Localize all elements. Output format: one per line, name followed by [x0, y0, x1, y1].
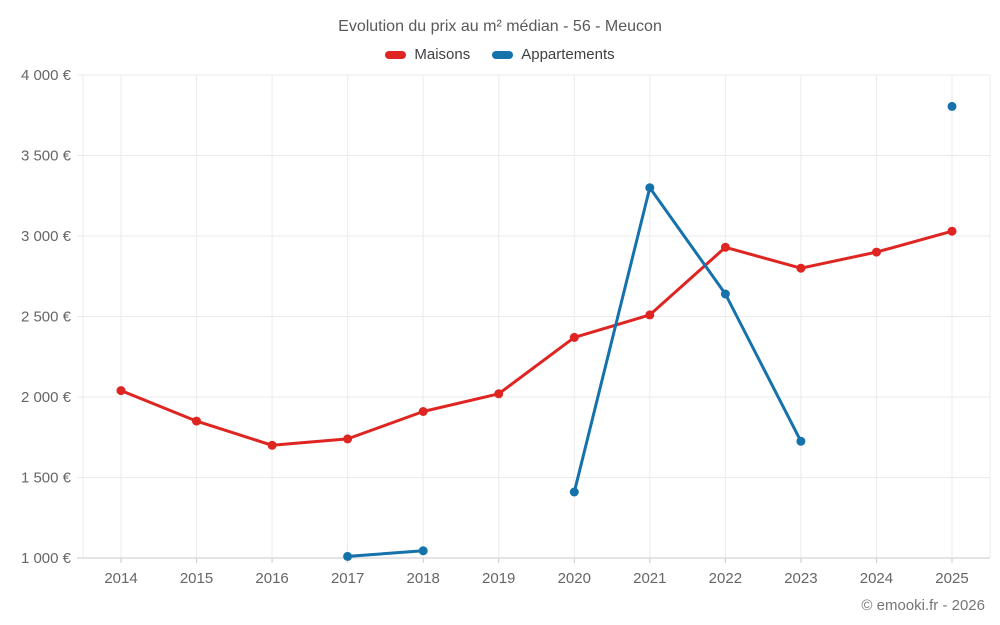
svg-text:2018: 2018 — [406, 570, 439, 587]
svg-text:3 500 €: 3 500 € — [21, 148, 72, 165]
svg-text:2 000 €: 2 000 € — [21, 389, 72, 406]
svg-text:2025: 2025 — [935, 570, 968, 587]
svg-text:1 500 €: 1 500 € — [21, 470, 72, 487]
svg-text:3 000 €: 3 000 € — [21, 228, 72, 245]
attribution: © emooki.fr - 2026 — [861, 597, 985, 614]
svg-text:2023: 2023 — [784, 570, 817, 587]
svg-text:2014: 2014 — [104, 570, 137, 587]
legend-label-maisons: Maisons — [414, 46, 471, 63]
svg-text:2016: 2016 — [255, 570, 288, 587]
svg-text:2017: 2017 — [331, 570, 364, 587]
svg-text:2015: 2015 — [180, 570, 213, 587]
svg-text:2022: 2022 — [709, 570, 742, 587]
legend-swatch-appartements-icon — [492, 50, 514, 59]
svg-text:4 000 €: 4 000 € — [21, 67, 72, 84]
svg-text:2 500 €: 2 500 € — [21, 309, 72, 326]
svg-text:2019: 2019 — [482, 570, 515, 587]
legend-item-maisons[interactable]: Maisons — [385, 46, 470, 63]
svg-text:2024: 2024 — [860, 570, 893, 587]
legend-item-appartements[interactable]: Appartements — [492, 46, 615, 63]
svg-text:2021: 2021 — [633, 570, 666, 587]
svg-text:1 000 €: 1 000 € — [21, 550, 72, 567]
svg-text:2020: 2020 — [558, 570, 591, 587]
legend: Maisons Appartements — [0, 46, 1000, 63]
legend-swatch-maisons-icon — [385, 50, 407, 59]
legend-label-appartements: Appartements — [521, 46, 615, 63]
chart-title: Evolution du prix au m² médian - 56 - Me… — [338, 18, 662, 35]
